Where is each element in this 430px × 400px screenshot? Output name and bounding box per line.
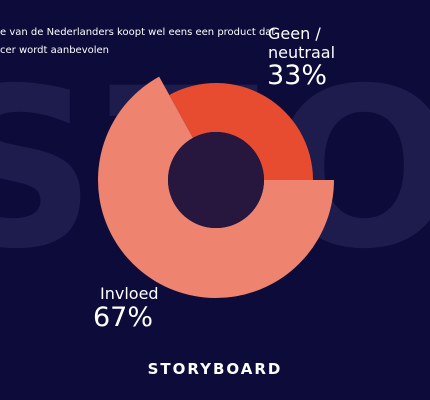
category-label: Invloed [100, 284, 159, 303]
value-label: 33% [267, 60, 328, 91]
title-line: e van de Nederlanders koopt wel eens een… [0, 27, 276, 38]
category-label: Geen / neutraal [268, 24, 336, 62]
donut-slice [98, 76, 334, 298]
value-label: 67% [93, 302, 154, 333]
donut-slice [169, 83, 313, 180]
donut-hole [168, 132, 264, 228]
logo: STORYBOARD [147, 360, 283, 378]
title-line: cer wordt aanbevolen [0, 45, 110, 56]
